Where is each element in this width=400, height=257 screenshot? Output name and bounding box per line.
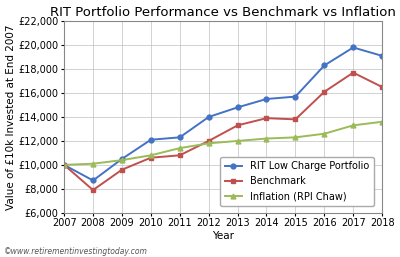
RIT Low Charge Portfolio bbox=[91, 179, 96, 182]
Benchmark bbox=[264, 117, 269, 120]
Benchmark bbox=[177, 154, 182, 157]
Legend: RIT Low Charge Portfolio, Benchmark, Inflation (RPI Chaw): RIT Low Charge Portfolio, Benchmark, Inf… bbox=[220, 157, 374, 206]
RIT Low Charge Portfolio bbox=[235, 106, 240, 109]
Benchmark bbox=[293, 118, 298, 121]
RIT Low Charge Portfolio bbox=[148, 138, 153, 141]
Inflation (RPI Chaw) bbox=[148, 154, 153, 157]
Benchmark bbox=[62, 163, 66, 167]
Inflation (RPI Chaw) bbox=[206, 142, 211, 145]
Inflation (RPI Chaw) bbox=[380, 120, 384, 123]
RIT Low Charge Portfolio bbox=[264, 97, 269, 100]
Inflation (RPI Chaw) bbox=[322, 132, 327, 135]
Line: Benchmark: Benchmark bbox=[62, 70, 384, 192]
Benchmark bbox=[380, 86, 384, 89]
Benchmark bbox=[148, 156, 153, 159]
X-axis label: Year: Year bbox=[212, 231, 234, 241]
RIT Low Charge Portfolio bbox=[62, 163, 66, 167]
Inflation (RPI Chaw) bbox=[351, 124, 356, 127]
Inflation (RPI Chaw) bbox=[91, 162, 96, 165]
RIT Low Charge Portfolio bbox=[206, 115, 211, 118]
RIT Low Charge Portfolio bbox=[380, 54, 384, 57]
Inflation (RPI Chaw) bbox=[120, 159, 124, 162]
Benchmark bbox=[235, 124, 240, 127]
RIT Low Charge Portfolio bbox=[177, 136, 182, 139]
Y-axis label: Value of £10k Invested at End 2007: Value of £10k Invested at End 2007 bbox=[6, 24, 16, 210]
Inflation (RPI Chaw) bbox=[177, 146, 182, 150]
RIT Low Charge Portfolio bbox=[322, 64, 327, 67]
Inflation (RPI Chaw) bbox=[264, 137, 269, 140]
Inflation (RPI Chaw) bbox=[293, 136, 298, 139]
Line: Inflation (RPI Chaw): Inflation (RPI Chaw) bbox=[62, 119, 384, 167]
Benchmark bbox=[120, 168, 124, 171]
Benchmark bbox=[91, 189, 96, 192]
Title: RIT Portfolio Performance vs Benchmark vs Inflation: RIT Portfolio Performance vs Benchmark v… bbox=[50, 6, 396, 19]
Benchmark bbox=[351, 71, 356, 74]
Line: RIT Low Charge Portfolio: RIT Low Charge Portfolio bbox=[62, 45, 384, 183]
Text: ©www.retirementinvestingtoday.com: ©www.retirementinvestingtoday.com bbox=[4, 247, 148, 256]
Inflation (RPI Chaw) bbox=[62, 163, 66, 167]
Benchmark bbox=[322, 90, 327, 93]
RIT Low Charge Portfolio bbox=[293, 95, 298, 98]
Inflation (RPI Chaw) bbox=[235, 139, 240, 142]
RIT Low Charge Portfolio bbox=[120, 157, 124, 160]
RIT Low Charge Portfolio bbox=[351, 46, 356, 49]
Benchmark bbox=[206, 139, 211, 142]
